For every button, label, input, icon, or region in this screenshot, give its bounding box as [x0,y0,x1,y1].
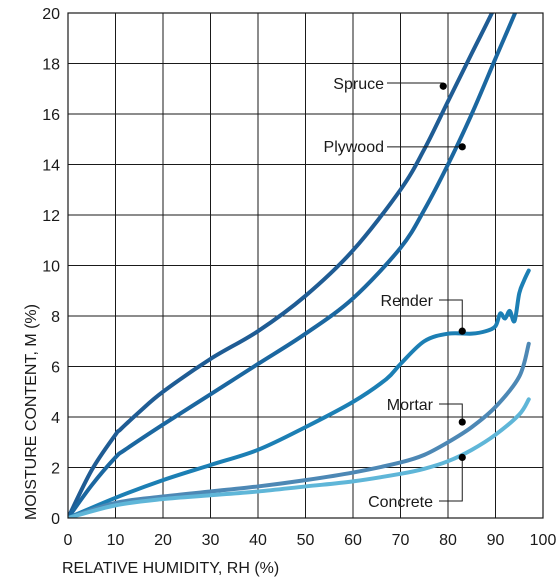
series-label-render: Render [381,293,434,310]
y-tick-label: 6 [51,360,60,377]
plot-frame [67,12,544,519]
leader-line-render [439,299,463,332]
marker-dot-concrete [458,453,466,461]
x-tick-label: 50 [297,532,315,549]
x-tick-label: 10 [107,532,125,549]
series-line-plywood [68,13,518,518]
x-tick-label: 40 [249,532,267,549]
marker-dot-mortar [458,418,466,426]
x-tick-label: 80 [439,532,457,549]
series-label-mortar: Mortar [387,397,434,414]
y-tick-label: 14 [42,158,60,175]
x-tick-label: 0 [64,532,73,549]
marker-dot-render [458,327,466,335]
x-tick-label: 20 [154,532,172,549]
y-tick-label: 4 [51,410,60,427]
y-tick-label: 12 [42,208,60,225]
x-tick-label: 70 [392,532,410,549]
series-line-render [68,268,531,518]
leader-line-concrete [439,457,463,502]
marker-dot-spruce [439,82,447,90]
y-axis-title: MOISTURE CONTENT, M (%) [23,304,40,520]
marker-dot-plywood [458,143,466,151]
series-line-spruce [68,13,495,518]
series-lines [68,13,531,518]
y-tick-label: 18 [42,57,60,74]
x-tick-label: 90 [487,532,505,549]
x-tick-label: 60 [344,532,362,549]
annotations: Spruce Plywood Render Mortar Concrete [324,76,466,511]
y-tick-label: 20 [42,6,60,23]
series-label-plywood: Plywood [324,139,384,156]
tick-labels: 0 10 20 30 40 50 60 70 80 90 100 0 2 4 6 8 10 12 14 16 18 20 [42,6,556,549]
y-tick-label: 8 [51,309,60,326]
x-tick-label: 30 [202,532,220,549]
leader-line-spruce [387,82,444,87]
x-axis-title: RELATIVE HUMIDITY, RH (%) [62,560,279,577]
y-tick-label: 0 [51,511,60,528]
x-tick-label: 100 [530,532,557,549]
series-label-concrete: Concrete [368,494,433,511]
series-line-mortar [68,341,531,518]
leader-line-mortar [439,403,463,423]
y-tick-label: 10 [42,259,60,276]
y-tick-label: 2 [51,461,60,478]
y-tick-label: 16 [42,107,60,124]
series-line-concrete [68,397,531,518]
series-label-spruce: Spruce [333,76,384,93]
